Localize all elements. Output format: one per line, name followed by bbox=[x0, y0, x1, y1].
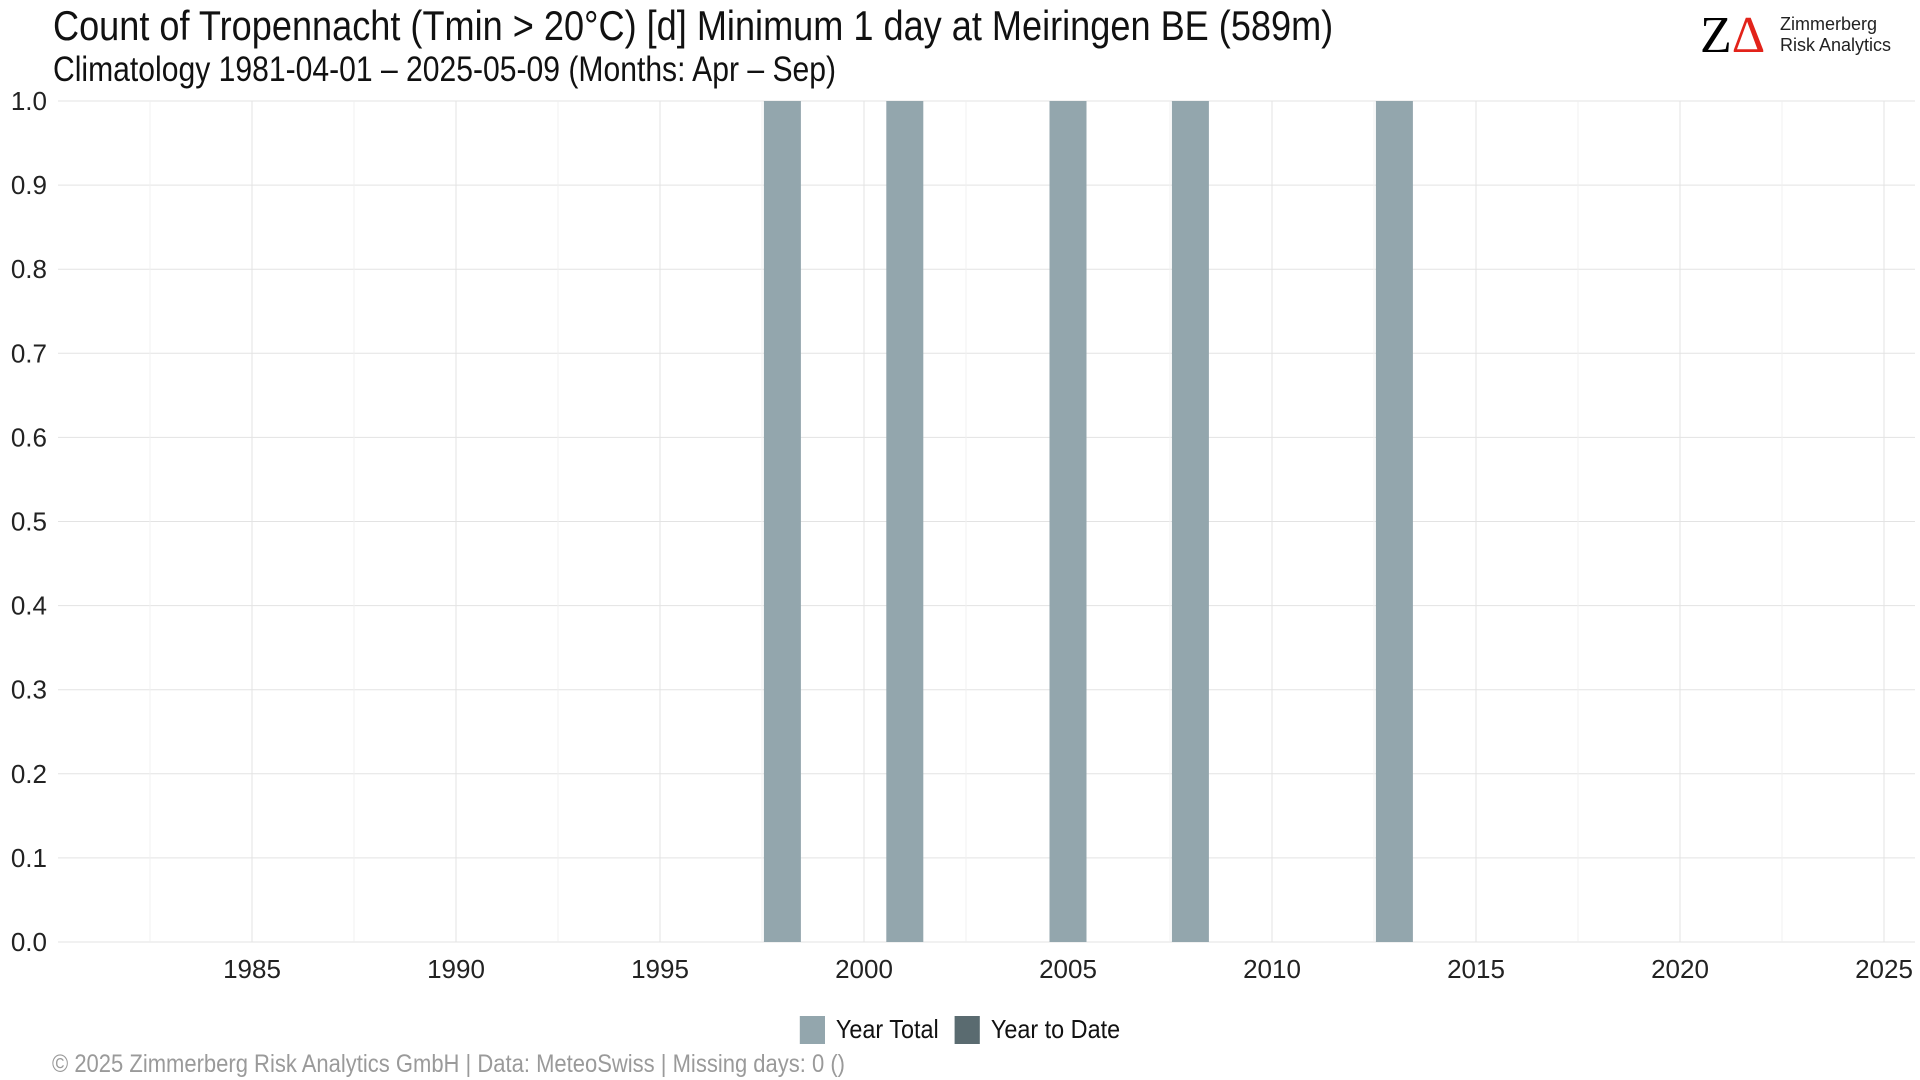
y-tick-label: 0.4 bbox=[11, 591, 47, 621]
y-tick-label: 0.2 bbox=[11, 759, 47, 789]
bar-2013 bbox=[1375, 101, 1413, 942]
logo-text: Zimmerberg Risk Analytics bbox=[1780, 14, 1891, 56]
logo-mark: ZΔ bbox=[1700, 8, 1765, 64]
logo-delta: Δ bbox=[1731, 7, 1766, 64]
company-logo: ZΔ Zimmerberg Risk Analytics bbox=[1700, 8, 1900, 64]
y-tick-label: 0.7 bbox=[11, 338, 47, 368]
y-tick-label: 0.1 bbox=[11, 843, 47, 873]
logo-line-2: Risk Analytics bbox=[1780, 35, 1892, 55]
x-tick-label: 2000 bbox=[835, 954, 893, 984]
axis-labels: 0.0 0.1 0.2 0.3 0.4 0.5 0.6 0.7 0.8 0.9 1.0 1985 199… bbox=[11, 86, 1913, 984]
x-tick-label: 2020 bbox=[1651, 954, 1709, 984]
logo-line-1: Zimmerberg bbox=[1780, 14, 1878, 34]
legend-swatch-year-total bbox=[799, 1015, 826, 1044]
y-tick-label: 1.0 bbox=[11, 86, 47, 116]
x-tick-label: 2010 bbox=[1243, 954, 1301, 984]
chart-subtitle: Climatology 1981-04-01 – 2025-05-09 (Mon… bbox=[53, 50, 837, 89]
legend-swatch-year-to-date bbox=[954, 1015, 981, 1044]
y-tick-label: 0.0 bbox=[11, 927, 47, 957]
legend-label-year-total: Year Total bbox=[835, 1014, 939, 1044]
y-tick-label: 0.6 bbox=[11, 422, 47, 452]
x-tick-label: 2025 bbox=[1855, 954, 1913, 984]
y-tick-label: 0.9 bbox=[11, 170, 47, 200]
y-tick-label: 0.8 bbox=[11, 254, 47, 284]
grid-lines bbox=[58, 100, 1915, 943]
chart-title: Count of Tropennacht (Tmin > 20°C) [d] M… bbox=[53, 2, 1334, 49]
y-tick-label: 0.3 bbox=[11, 675, 47, 705]
bar-1998 bbox=[763, 101, 801, 942]
legend-label-year-to-date: Year to Date bbox=[990, 1014, 1121, 1044]
legend: Year Total Year to Date bbox=[96, 1014, 1824, 1045]
x-tick-label: 1985 bbox=[223, 954, 281, 984]
x-tick-label: 2015 bbox=[1447, 954, 1505, 984]
bar-2001 bbox=[886, 101, 924, 942]
bar-2008 bbox=[1171, 101, 1209, 942]
legend-item-year-to-date: Year to Date bbox=[954, 1014, 1121, 1045]
x-tick-label: 1990 bbox=[427, 954, 485, 984]
legend-item-year-total: Year Total bbox=[799, 1014, 939, 1045]
logo-z: Z bbox=[1700, 7, 1732, 64]
x-tick-label: 1995 bbox=[631, 954, 689, 984]
y-tick-label: 0.5 bbox=[11, 507, 47, 537]
footer-credits: © 2025 Zimmerberg Risk Analytics GmbH | … bbox=[52, 1050, 845, 1078]
bar-chart: 0.0 0.1 0.2 0.3 0.4 0.5 0.6 0.7 0.8 0.9 1.0 1985 199… bbox=[11, 86, 1915, 984]
x-tick-label: 2005 bbox=[1039, 954, 1097, 984]
bars bbox=[763, 101, 1413, 942]
bar-2005 bbox=[1049, 101, 1087, 942]
